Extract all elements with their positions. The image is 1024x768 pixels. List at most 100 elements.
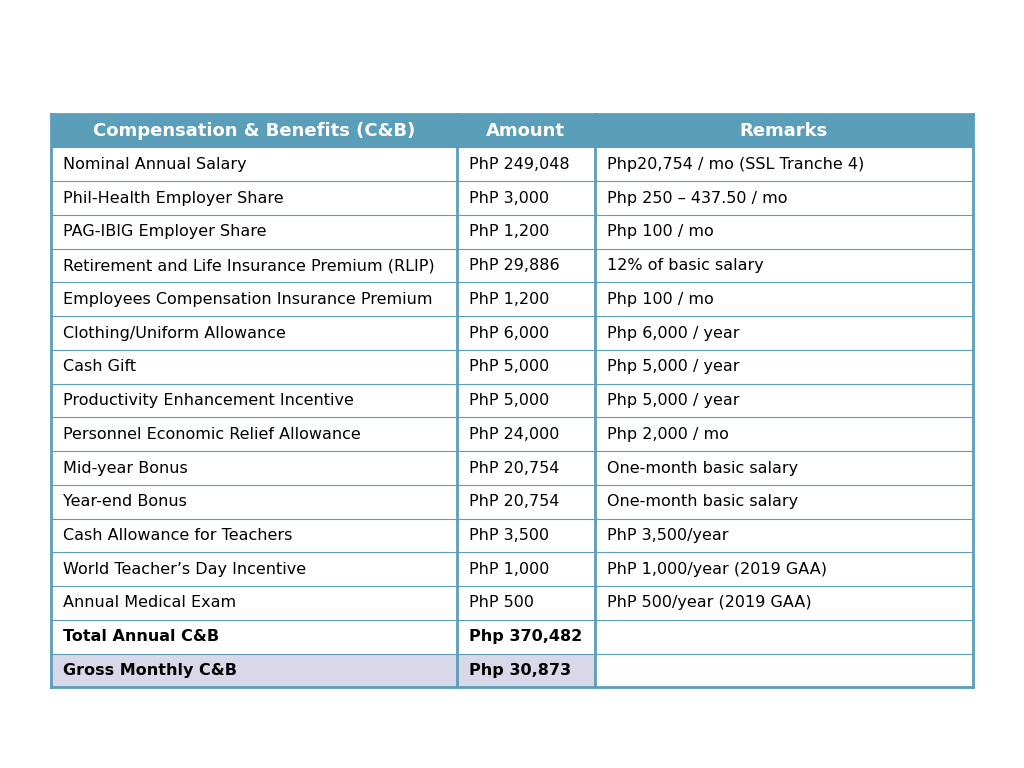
Bar [51, 518, 457, 552]
Bar [457, 417, 595, 451]
Text: PhP 1,200: PhP 1,200 [469, 292, 549, 306]
Text: Php 100 / mo: Php 100 / mo [607, 292, 714, 306]
Bar [457, 114, 595, 147]
Text: World Teacher’s Day Incentive: World Teacher’s Day Incentive [63, 561, 306, 577]
Bar [595, 181, 973, 215]
Bar [595, 283, 973, 316]
Text: Employees Compensation Insurance Premium: Employees Compensation Insurance Premium [63, 292, 433, 306]
Bar [51, 249, 457, 283]
Text: Nominal Annual Salary: Nominal Annual Salary [63, 157, 247, 172]
Bar [51, 114, 457, 147]
Text: Php 5,000 / year: Php 5,000 / year [607, 393, 739, 408]
Bar [457, 147, 595, 181]
Bar [457, 620, 595, 654]
Text: PhP 500/year (2019 GAA): PhP 500/year (2019 GAA) [607, 595, 812, 611]
Text: PhP 1,200: PhP 1,200 [469, 224, 549, 240]
Text: Amount: Amount [486, 121, 565, 140]
Bar [51, 350, 457, 384]
Bar [457, 249, 595, 283]
Bar [457, 215, 595, 249]
Text: Year-end Bonus: Year-end Bonus [63, 495, 187, 509]
Bar [595, 384, 973, 417]
Text: One-month basic salary: One-month basic salary [607, 495, 798, 509]
Text: Table 4. Current Entry Level (Teacher I) Compensation & Benefits: Table 4. Current Entry Level (Teacher I)… [0, 31, 1024, 59]
Text: Mid-year Bonus: Mid-year Bonus [63, 461, 188, 475]
Text: PhP 3,500/year: PhP 3,500/year [607, 528, 728, 543]
Text: PhP 6,000: PhP 6,000 [469, 326, 549, 340]
Text: PhP 5,000: PhP 5,000 [469, 393, 549, 408]
Text: PhP 3,000: PhP 3,000 [469, 190, 549, 206]
Bar [51, 181, 457, 215]
Bar [51, 417, 457, 451]
Text: Retirement and Life Insurance Premium (RLIP): Retirement and Life Insurance Premium (R… [63, 258, 435, 273]
Bar [51, 451, 457, 485]
Bar [595, 485, 973, 518]
Bar [457, 451, 595, 485]
Bar [595, 215, 973, 249]
Bar [595, 147, 973, 181]
Bar [457, 384, 595, 417]
Bar [595, 552, 973, 586]
Text: PAG-IBIG Employer Share: PAG-IBIG Employer Share [63, 224, 266, 240]
Text: Cash Allowance for Teachers: Cash Allowance for Teachers [63, 528, 293, 543]
Bar [51, 586, 457, 620]
Bar [595, 620, 973, 654]
Bar [51, 654, 457, 687]
Bar [595, 350, 973, 384]
Text: Php 5,000 / year: Php 5,000 / year [607, 359, 739, 374]
Text: PhP 20,754: PhP 20,754 [469, 461, 559, 475]
Text: 12% of basic salary: 12% of basic salary [607, 258, 764, 273]
Text: Phil-Health Employer Share: Phil-Health Employer Share [63, 190, 284, 206]
Bar [457, 654, 595, 687]
Text: PhP 5,000: PhP 5,000 [469, 359, 549, 374]
Bar [595, 114, 973, 147]
Bar [457, 350, 595, 384]
Text: PhP 20,754: PhP 20,754 [469, 495, 559, 509]
Bar [595, 417, 973, 451]
Text: PhP 3,500: PhP 3,500 [469, 528, 549, 543]
Bar [51, 552, 457, 586]
Text: PhP 29,886: PhP 29,886 [469, 258, 559, 273]
Bar [51, 283, 457, 316]
Bar [595, 451, 973, 485]
Bar [457, 316, 595, 350]
Bar [51, 620, 457, 654]
Text: Php 100 / mo: Php 100 / mo [607, 224, 714, 240]
Bar [457, 485, 595, 518]
Text: PhP 1,000/year (2019 GAA): PhP 1,000/year (2019 GAA) [607, 561, 827, 577]
Bar [595, 586, 973, 620]
Text: PhP 249,048: PhP 249,048 [469, 157, 569, 172]
Bar [457, 518, 595, 552]
Bar [51, 215, 457, 249]
Text: One-month basic salary: One-month basic salary [607, 461, 798, 475]
Bar [595, 518, 973, 552]
Bar [595, 316, 973, 350]
Text: Productivity Enhancement Incentive: Productivity Enhancement Incentive [63, 393, 354, 408]
Text: Php 370,482: Php 370,482 [469, 629, 582, 644]
Bar [457, 586, 595, 620]
Bar [457, 181, 595, 215]
Text: Gross Monthly C&B: Gross Monthly C&B [63, 663, 238, 678]
Text: Remarks: Remarks [739, 121, 828, 140]
Text: Annual Medical Exam: Annual Medical Exam [63, 595, 237, 611]
Text: Php 250 – 437.50 / mo: Php 250 – 437.50 / mo [607, 190, 787, 206]
Text: PhP 1,000: PhP 1,000 [469, 561, 549, 577]
Text: Total Annual C&B: Total Annual C&B [63, 629, 219, 644]
Text: Php 30,873: Php 30,873 [469, 663, 570, 678]
Text: PhP 24,000: PhP 24,000 [469, 427, 559, 442]
Text: Clothing/Uniform Allowance: Clothing/Uniform Allowance [63, 326, 286, 340]
Bar [51, 316, 457, 350]
Bar [51, 384, 457, 417]
Bar [595, 654, 973, 687]
Text: Personnel Economic Relief Allowance: Personnel Economic Relief Allowance [63, 427, 360, 442]
Text: DEPARTMENT OF EDUCATION: DEPARTMENT OF EDUCATION [377, 730, 647, 748]
Text: Php 6,000 / year: Php 6,000 / year [607, 326, 739, 340]
Text: Cash Gift: Cash Gift [63, 359, 136, 374]
Bar [595, 249, 973, 283]
Text: Php 2,000 / mo: Php 2,000 / mo [607, 427, 729, 442]
Text: PhP 500: PhP 500 [469, 595, 534, 611]
Bar [457, 283, 595, 316]
Bar [51, 485, 457, 518]
Bar [457, 552, 595, 586]
Bar [51, 147, 457, 181]
